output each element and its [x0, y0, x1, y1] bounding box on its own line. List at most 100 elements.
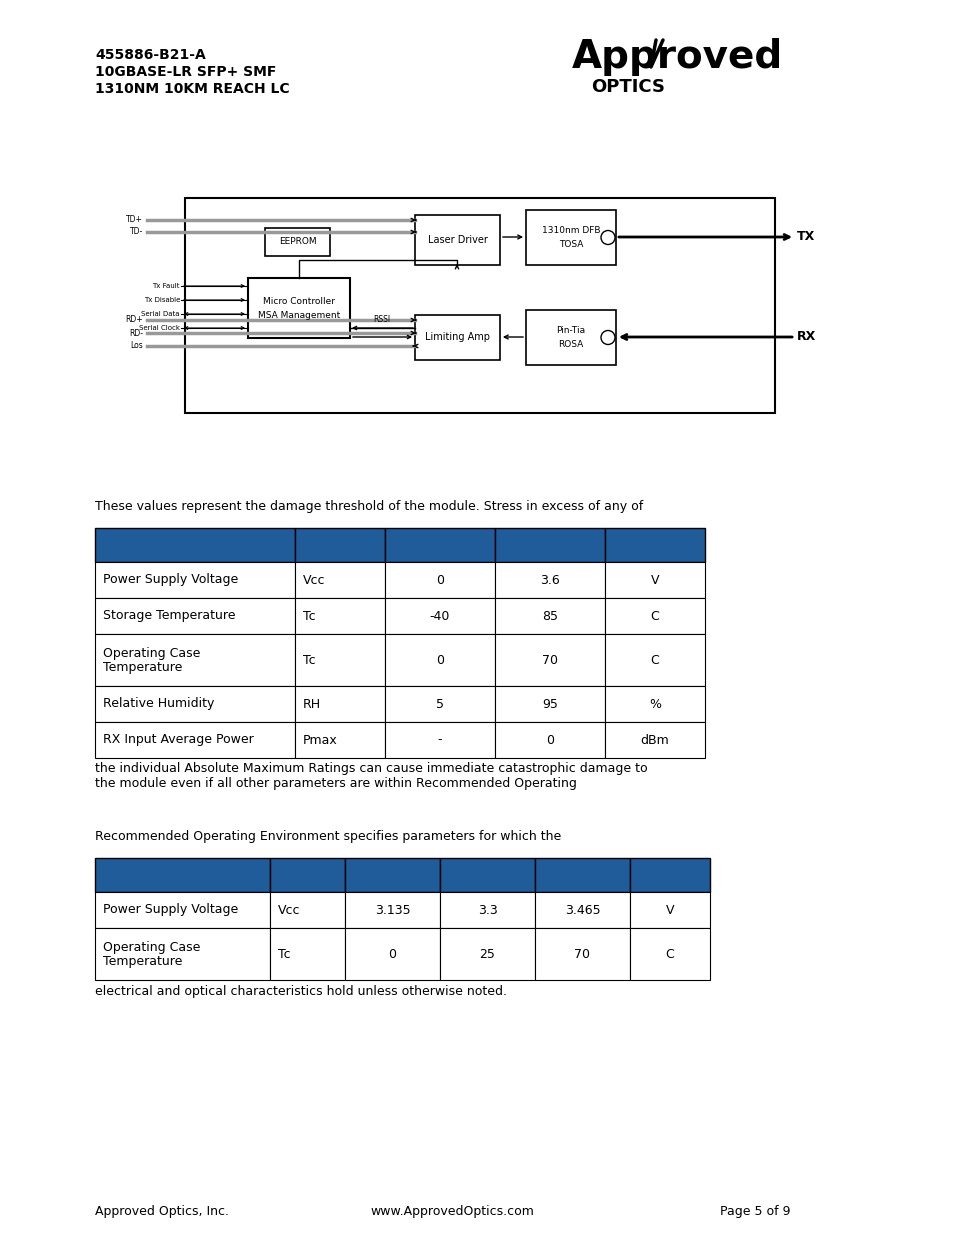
Text: -40: -40	[430, 610, 450, 622]
Bar	[629, 892, 709, 927]
Bar	[385, 634, 495, 685]
Text: Vcc: Vcc	[277, 904, 300, 916]
Text: 3.135: 3.135	[375, 904, 410, 916]
Bar	[604, 634, 704, 685]
Text: Tx Disable: Tx Disable	[144, 296, 180, 303]
Text: Limiting Amp: Limiting Amp	[424, 332, 490, 342]
Text: Approved: Approved	[572, 38, 782, 77]
Bar	[294, 529, 385, 562]
Text: 3.6: 3.6	[539, 573, 559, 587]
Bar	[270, 927, 345, 981]
Text: the module even if all other parameters are within Recommended Operating: the module even if all other parameters …	[95, 777, 577, 790]
Bar	[95, 858, 270, 892]
Text: RSSI: RSSI	[373, 315, 390, 324]
Text: 3.465: 3.465	[564, 904, 599, 916]
Text: 455886-B21-A: 455886-B21-A	[95, 48, 206, 62]
Text: Tx Fault: Tx Fault	[152, 283, 180, 289]
Bar	[345, 858, 439, 892]
Text: Vcc: Vcc	[303, 573, 325, 587]
Bar	[439, 858, 535, 892]
Bar	[439, 927, 535, 981]
Bar	[604, 722, 704, 758]
Text: RD+: RD+	[125, 315, 143, 325]
Text: 5: 5	[436, 698, 443, 710]
Text: Operating Case: Operating Case	[103, 941, 200, 953]
Bar	[385, 722, 495, 758]
Bar	[525, 310, 616, 366]
Bar	[270, 858, 345, 892]
Bar	[385, 598, 495, 634]
Text: TX: TX	[796, 231, 815, 243]
Text: 3.3: 3.3	[477, 904, 497, 916]
Circle shape	[600, 231, 615, 245]
Text: Pin-Tia: Pin-Tia	[556, 326, 585, 335]
Text: These values represent the damage threshold of the module. Stress in excess of a: These values represent the damage thresh…	[95, 500, 642, 513]
Text: Pmax: Pmax	[303, 734, 337, 746]
Bar	[495, 722, 604, 758]
Bar	[495, 598, 604, 634]
Bar	[265, 228, 330, 256]
Text: Tc: Tc	[303, 653, 315, 667]
Bar	[439, 892, 535, 927]
Text: -: -	[437, 734, 442, 746]
Text: C: C	[650, 610, 659, 622]
Text: 0: 0	[436, 653, 443, 667]
Text: Micro Controller: Micro Controller	[263, 296, 335, 305]
Text: OPTICS: OPTICS	[590, 78, 664, 96]
Bar	[629, 927, 709, 981]
Text: MSA Management: MSA Management	[257, 310, 340, 320]
Bar	[525, 210, 616, 266]
Text: EEPROM: EEPROM	[278, 237, 316, 247]
Text: V: V	[665, 904, 674, 916]
Bar	[95, 634, 294, 685]
Bar	[604, 562, 704, 598]
Bar	[294, 722, 385, 758]
Text: Recommended Operating Environment specifies parameters for which the: Recommended Operating Environment specif…	[95, 830, 560, 844]
Text: C: C	[650, 653, 659, 667]
Circle shape	[600, 331, 615, 345]
Text: Tc: Tc	[277, 947, 291, 961]
Text: 10GBASE-LR SFP+ SMF: 10GBASE-LR SFP+ SMF	[95, 65, 276, 79]
Text: 95: 95	[541, 698, 558, 710]
Bar	[345, 927, 439, 981]
Text: Storage Temperature: Storage Temperature	[103, 610, 235, 622]
Text: V: V	[650, 573, 659, 587]
Bar	[495, 562, 604, 598]
Bar	[345, 892, 439, 927]
Text: Tc: Tc	[303, 610, 315, 622]
Text: Page 5 of 9: Page 5 of 9	[720, 1205, 790, 1218]
Bar	[385, 562, 495, 598]
Text: Temperature: Temperature	[103, 661, 182, 673]
Text: 70: 70	[541, 653, 558, 667]
Text: Temperature: Temperature	[103, 955, 182, 967]
Bar	[294, 634, 385, 685]
Bar	[270, 892, 345, 927]
Bar	[604, 529, 704, 562]
Text: Operating Case: Operating Case	[103, 646, 200, 659]
Bar	[95, 562, 294, 598]
Bar	[385, 529, 495, 562]
Bar	[495, 685, 604, 722]
Text: 25: 25	[479, 947, 495, 961]
Bar	[629, 858, 709, 892]
Text: 1310NM 10KM REACH LC: 1310NM 10KM REACH LC	[95, 82, 290, 96]
Text: Relative Humidity: Relative Humidity	[103, 698, 214, 710]
Bar	[248, 278, 350, 338]
Text: RX Input Average Power: RX Input Average Power	[103, 734, 253, 746]
Text: dBm: dBm	[640, 734, 669, 746]
Text: 0: 0	[436, 573, 443, 587]
Text: ROSA: ROSA	[558, 340, 583, 350]
Text: RX: RX	[796, 331, 816, 343]
Bar	[95, 722, 294, 758]
Bar	[294, 598, 385, 634]
Bar	[95, 598, 294, 634]
Text: RH: RH	[303, 698, 321, 710]
Text: 1310nm DFB: 1310nm DFB	[541, 226, 599, 235]
Bar	[604, 685, 704, 722]
Text: www.ApprovedOptics.com: www.ApprovedOptics.com	[370, 1205, 534, 1218]
Bar	[415, 315, 499, 359]
Text: Serial Data: Serial Data	[141, 311, 180, 317]
Bar	[415, 215, 499, 266]
Text: Los: Los	[131, 342, 143, 351]
Bar	[535, 892, 629, 927]
